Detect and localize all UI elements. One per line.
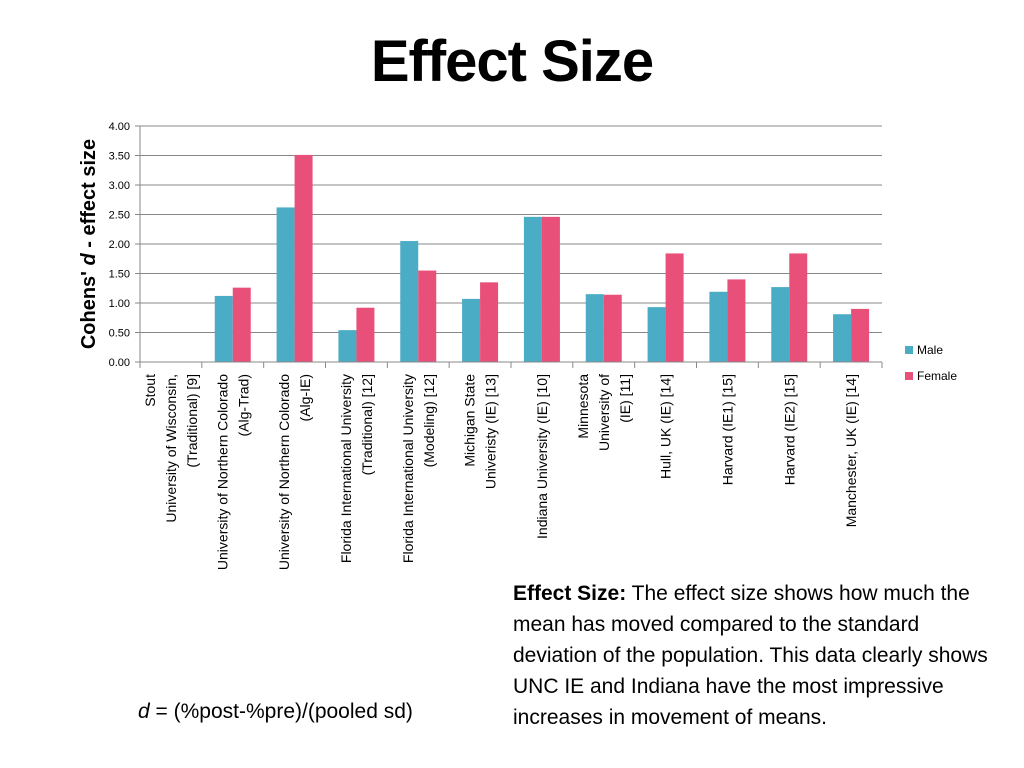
x-tick-label: (Modeling) [12] [421, 374, 437, 467]
x-category-label: Harvard (IE2) [15] [781, 374, 797, 485]
x-tick-label: Manchester, UK (IE) [14] [843, 374, 859, 527]
x-category-label: Indiana University (IE) [10] [534, 374, 550, 539]
x-category-label: Harvard (IE1) [15] [719, 374, 735, 485]
formula-expression: = (%post-%pre)/(pooled sd) [155, 700, 413, 723]
bar-female [418, 270, 437, 362]
x-tick-label: Michigan State [462, 374, 478, 467]
legend: Male Female [905, 343, 957, 383]
x-tick-label: Harvard (IE1) [15] [719, 374, 735, 485]
y-axis-tick-labels: 0.00 0.50 1.00 1.50 2.00 2.50 3.00 3.50 4.00 [109, 121, 130, 369]
bar-female [232, 287, 251, 362]
gridlines [140, 125, 882, 363]
x-tick-label: (Alg-Trad) [235, 374, 251, 437]
y-tick-label: 0.50 [109, 328, 130, 340]
x-tick-label: Hull, UK (IE) [14] [658, 374, 674, 479]
x-tick-label: Florida International University [400, 374, 416, 563]
y-axis-title-group: Cohens' d - effect size [78, 139, 100, 349]
bar-male [833, 314, 852, 362]
x-tick-label: Stout [142, 374, 158, 407]
x-tick-label: Harvard (IE2) [15] [781, 374, 797, 485]
effect-size-note: Effect Size: The effect size shows how m… [513, 578, 1008, 733]
y-tick-label: 3.50 [109, 151, 130, 163]
legend-swatch-male [905, 346, 913, 354]
bar-male [647, 307, 666, 362]
slide-title: Effect Size [370, 29, 654, 94]
x-category-label: Stout University of Wisconsin, (Traditiona… [142, 374, 200, 523]
bar-female [789, 253, 808, 362]
bar-male [214, 295, 233, 362]
x-category-label: University of Northern Colorado (Alg-Trad… [214, 374, 251, 570]
bar-male [462, 298, 481, 362]
y-axis-title: Cohens' d - effect size [78, 139, 100, 349]
y-axis-title-part: - effect size [78, 139, 100, 253]
x-category-label: Hull, UK (IE) [14] [658, 374, 674, 479]
note-body: The effect size shows how much the mean … [513, 582, 988, 729]
x-tick-label: University of Wisconsin, [163, 374, 179, 523]
x-axis-category-labels: Stout University of Wisconsin, (Traditiona… [142, 374, 859, 570]
y-tick-label: 4.00 [109, 121, 130, 133]
formula-variable: d [138, 700, 150, 723]
bar-male [585, 294, 604, 362]
x-tick-label: (Alg-IE) [297, 374, 313, 421]
bar-male [400, 241, 419, 362]
bar-female [727, 279, 746, 362]
y-axis-title-part: d [78, 253, 100, 266]
bar-female [541, 216, 560, 362]
x-tick-label: Florida International University [338, 374, 354, 563]
x-category-label: Michigan State Univeristy (IE) [13] [462, 374, 499, 489]
bar-male [709, 291, 728, 362]
y-axis-title-part: Cohens' [78, 266, 100, 350]
bar-male [338, 330, 357, 362]
legend-swatch-female [905, 372, 913, 380]
x-tick-label: University of Northern Colorado [276, 374, 292, 570]
x-tick-label: (Traditional) [12] [359, 374, 375, 475]
x-tick-label: University of [596, 374, 612, 451]
x-tick-label: (IE) [11] [617, 374, 633, 423]
x-tick-label: Univeristy (IE) [13] [483, 374, 499, 489]
legend-label-male: Male [917, 343, 943, 357]
bar-female [851, 308, 870, 362]
x-category-label: Minnesota University of (IE) [11] [575, 374, 633, 451]
y-tick-label: 1.00 [109, 298, 130, 310]
bar-female [356, 307, 375, 362]
bar-male [276, 207, 295, 362]
note-lead: Effect Size: [513, 582, 627, 605]
y-tick-label: 3.00 [109, 180, 130, 192]
bars [214, 154, 870, 362]
legend-label-female: Female [917, 369, 957, 383]
x-tick-label: Minnesota [575, 374, 591, 439]
x-tick-label: Indiana University (IE) [10] [534, 374, 550, 539]
bar-female [480, 282, 499, 362]
effect-size-formula: d = (%post-%pre)/(pooled sd) [138, 700, 413, 724]
y-tick-label: 2.00 [109, 239, 130, 251]
bar-female [294, 154, 313, 362]
x-category-label: University of Northern Colorado (Alg-IE) [276, 374, 313, 570]
x-tick-label: University of Northern Colorado [214, 374, 230, 570]
y-tick-label: 2.50 [109, 210, 130, 222]
y-tick-label: 0.00 [109, 357, 130, 369]
x-tick-label: (Traditional) [9] [184, 374, 200, 468]
x-category-label: Florida International University (Traditi… [338, 374, 375, 563]
bar-male [523, 216, 542, 362]
bar-male [771, 287, 790, 362]
x-category-label: Florida International University (Modelin… [400, 374, 437, 563]
bar-female [665, 253, 684, 362]
axes [135, 125, 883, 368]
bar-female [603, 294, 622, 362]
y-tick-label: 1.50 [109, 269, 130, 281]
x-category-label: Manchester, UK (IE) [14] [843, 374, 859, 527]
